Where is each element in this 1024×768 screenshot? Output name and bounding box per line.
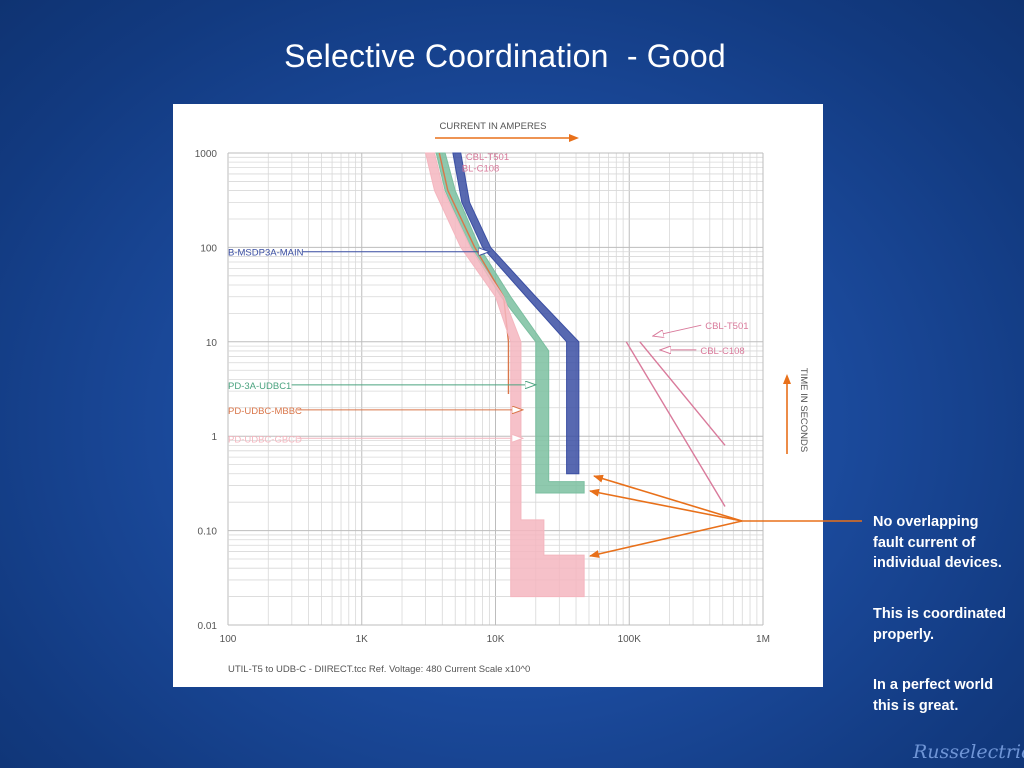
annotation-bl-c108: BL-C108 bbox=[462, 164, 500, 175]
tcc-chart-panel: 100 1K 10K 100K 1M 1000 100 10 1 0.10 0.01 CURRENT … bbox=[173, 104, 823, 687]
annotation-cbl-c108: CBL-C108 bbox=[700, 346, 744, 357]
note-coordinated: This is coordinated properly. bbox=[873, 606, 1006, 643]
brand-logo: Russelectric bbox=[913, 741, 1024, 763]
series-line-cbl-t501 bbox=[625, 341, 726, 507]
y-tick-label: 10 bbox=[206, 338, 218, 349]
y-tick-label: 1000 bbox=[195, 149, 218, 160]
x-tick-label: 100 bbox=[220, 634, 237, 645]
series-line-cbl-c108 bbox=[639, 341, 726, 446]
series-band-b-msdp3a-main bbox=[452, 152, 580, 475]
note-perfect-world: In a perfect world this is great. bbox=[873, 677, 994, 714]
x-tick-label: 10K bbox=[487, 634, 505, 645]
annotation-pd-udbc-gbcd: PD-UDBC-GBCD bbox=[228, 434, 302, 445]
annotation-cbl-t501: CBL-T501 bbox=[466, 152, 509, 163]
x-axis-label: CURRENT IN AMPERES bbox=[440, 121, 547, 132]
series-band-pd-udbc-gbcd bbox=[424, 152, 585, 598]
x-tick-label: 1M bbox=[756, 634, 770, 645]
x-tick-label: 1K bbox=[356, 634, 369, 645]
y-tick-label: 1 bbox=[211, 432, 217, 443]
y-tick-label: 0.01 bbox=[198, 621, 218, 632]
y-tick-label: 0.10 bbox=[198, 527, 218, 538]
chart-footer: UTIL-T5 to UDB-C - DIIRECT.tcc Ref. Volt… bbox=[228, 664, 530, 675]
y-axis-label: TIME IN SECONDS bbox=[798, 368, 809, 452]
x-axis-arrow-head bbox=[569, 134, 579, 142]
series-line-pd-udbc-mbbc bbox=[438, 152, 510, 394]
annotation-pd-udbc-mbbc: PD-UDBC-MBBC bbox=[228, 406, 302, 417]
annotation-cbl-t501: CBL-T501 bbox=[705, 321, 748, 332]
y-axis-arrow-head bbox=[783, 374, 791, 384]
note-no-overlap: No overlapping fault current of individu… bbox=[873, 514, 1002, 571]
slide-title: Selective Coordination - Good bbox=[284, 38, 726, 74]
annotation-arrow-cbl-t501 bbox=[653, 324, 702, 336]
annotation-b-msdp3a-main: B-MSDP3A-MAIN bbox=[228, 248, 304, 259]
y-tick-label: 100 bbox=[200, 243, 217, 254]
annotation-pd-3a-udbc1: PD-3A-UDBC1 bbox=[228, 381, 291, 392]
tcc-chart: 100 1K 10K 100K 1M 1000 100 10 1 0.10 0.01 CURRENT … bbox=[195, 121, 809, 675]
x-tick-label: 100K bbox=[618, 634, 642, 645]
